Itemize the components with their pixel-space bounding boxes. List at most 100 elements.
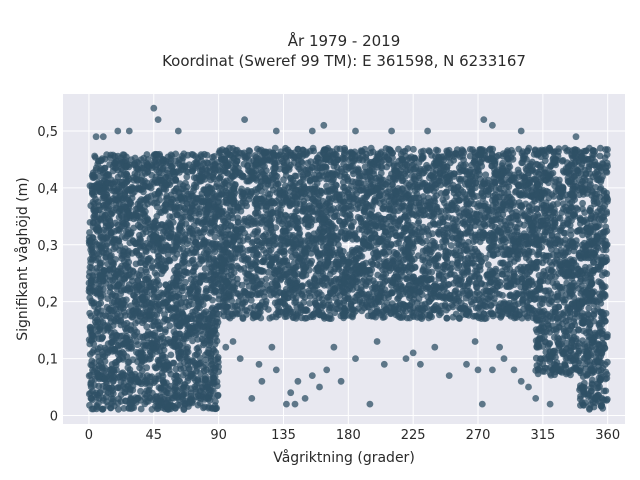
- data-point: [88, 395, 95, 402]
- data-point: [133, 247, 141, 255]
- data-point: [107, 229, 115, 237]
- data-point: [203, 384, 211, 391]
- data-point: [197, 296, 204, 303]
- data-point: [115, 342, 122, 349]
- data-point: [197, 359, 205, 367]
- data-point: [453, 204, 461, 212]
- data-point: [195, 313, 203, 321]
- data-point: [102, 173, 110, 181]
- data-point: [130, 291, 137, 299]
- data-point: [428, 295, 435, 303]
- data-point: [103, 200, 110, 208]
- data-point: [148, 264, 156, 272]
- data-point: [116, 269, 124, 277]
- data-point: [208, 405, 216, 412]
- data-point: [137, 156, 145, 164]
- data-point: [175, 204, 183, 211]
- data-point: [114, 384, 121, 392]
- data-point: [99, 233, 106, 241]
- data-point: [152, 375, 160, 383]
- data-point: [156, 325, 163, 332]
- data-point: [185, 260, 193, 267]
- data-point: [512, 215, 520, 223]
- data-point: [210, 221, 218, 229]
- data-point: [169, 168, 177, 176]
- data-point: [189, 151, 197, 159]
- data-point: [90, 213, 98, 221]
- data-point: [166, 219, 173, 227]
- data-point: [299, 292, 306, 299]
- data-point: [311, 292, 319, 300]
- data-point: [156, 300, 163, 308]
- data-point: [132, 305, 140, 313]
- data-point: [138, 252, 146, 260]
- data-point: [130, 215, 138, 223]
- data-point: [415, 295, 423, 303]
- data-point: [137, 380, 145, 388]
- data-point: [142, 275, 150, 283]
- data-point: [206, 337, 214, 345]
- data-point: [164, 243, 172, 251]
- data-point: [95, 157, 102, 165]
- data-point: [127, 372, 135, 379]
- data-point: [175, 353, 183, 360]
- data-point: [147, 312, 154, 320]
- data-point: [95, 250, 103, 258]
- data-point: [130, 332, 138, 340]
- data-point: [173, 241, 181, 249]
- data-point: [473, 193, 481, 200]
- data-point: [180, 150, 188, 158]
- data-point: [204, 247, 212, 255]
- data-point: [160, 366, 168, 374]
- data-point: [525, 144, 533, 152]
- data-point: [174, 263, 181, 270]
- data-point: [161, 179, 169, 187]
- data-point: [171, 335, 179, 343]
- data-point: [124, 251, 132, 259]
- data-point: [88, 326, 96, 334]
- data-point: [183, 240, 191, 248]
- data-point: [123, 209, 131, 217]
- data-point: [167, 203, 175, 211]
- data-point: [152, 284, 160, 292]
- data-point: [137, 361, 145, 369]
- data-point: [377, 169, 385, 177]
- data-point: [208, 393, 216, 400]
- data-point: [141, 182, 149, 190]
- data-point: [146, 183, 154, 190]
- data-point: [193, 235, 200, 242]
- data-point: [203, 151, 211, 159]
- data-point: [182, 278, 189, 286]
- data-point: [121, 191, 129, 199]
- data-point: [144, 168, 151, 176]
- data-point: [167, 351, 175, 359]
- data-point: [142, 266, 150, 274]
- data-point: [202, 394, 210, 402]
- data-point: [107, 318, 115, 326]
- data-point: [414, 206, 422, 214]
- data-point: [89, 387, 96, 395]
- data-point: [191, 264, 198, 272]
- data-point: [135, 353, 143, 361]
- data-point: [116, 246, 123, 254]
- data-point: [113, 331, 121, 339]
- data-point: [131, 281, 139, 289]
- data-point: [93, 316, 101, 324]
- data-point: [127, 229, 135, 236]
- data-point: [95, 382, 103, 390]
- data-point: [156, 150, 163, 158]
- data-point: [202, 361, 210, 369]
- data-point: [199, 330, 207, 338]
- data-point: [503, 270, 511, 278]
- data-point: [141, 332, 149, 340]
- data-point: [208, 327, 216, 335]
- data-point: [142, 247, 150, 255]
- data-point: [157, 159, 165, 167]
- data-point: [209, 296, 216, 304]
- data-point: [271, 144, 279, 152]
- data-point: [109, 290, 116, 298]
- data-point: [99, 211, 106, 218]
- data-point: [186, 399, 193, 407]
- data-point: [111, 178, 119, 186]
- data-point: [98, 166, 106, 174]
